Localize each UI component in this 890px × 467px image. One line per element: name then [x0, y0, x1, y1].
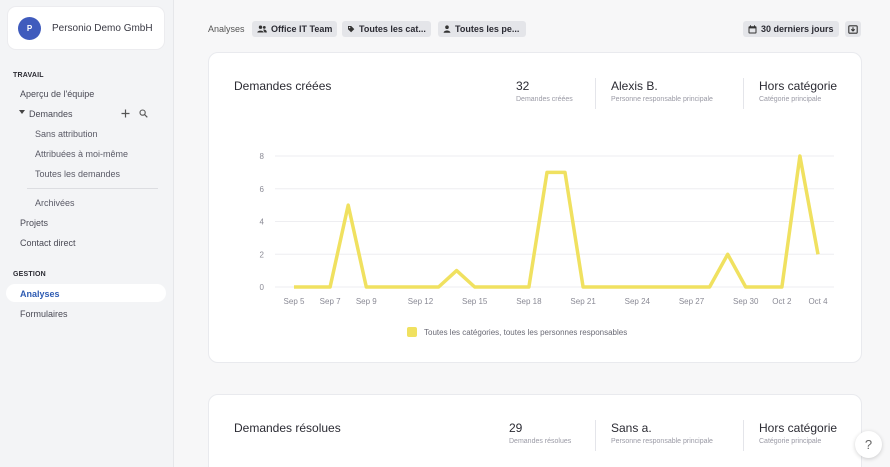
stat-value: Hors catégorie [759, 421, 838, 435]
export-button[interactable] [845, 21, 861, 37]
section-label-management: GESTION [13, 271, 46, 278]
x-tick-label: Sep 18 [516, 297, 542, 306]
team-icon [257, 25, 267, 33]
stat-value: Hors catégorie [759, 79, 838, 93]
stat-separator [743, 78, 744, 109]
nav-projects[interactable]: Projets [20, 218, 49, 228]
stat-requests-created: 32 Demandes créées [516, 79, 573, 103]
stat-separator [595, 420, 596, 451]
stat-value: Alexis B. [611, 79, 658, 93]
caret-down-icon[interactable] [19, 110, 25, 114]
x-tick-label: Oct 4 [808, 297, 828, 306]
stat-requests-resolved: 29 Demandes résolues [509, 421, 571, 445]
category-filter-label: Toutes les cat... [359, 24, 426, 34]
nav-direct-contact[interactable]: Contact direct [20, 238, 76, 248]
divider [27, 188, 158, 189]
x-tick-label: Oct 2 [772, 297, 792, 306]
x-tick-label: Sep 7 [320, 297, 341, 306]
card-title: Demandes créées [234, 79, 332, 93]
org-avatar: P [18, 16, 41, 40]
nav-requests[interactable]: Demandes [29, 109, 73, 119]
sidebar: P Personio Demo GmbH TRAVAIL Aperçu de l… [0, 0, 174, 467]
nav-assigned-to-me[interactable]: Attribuées à moi-même [35, 149, 129, 159]
nav-team-overview[interactable]: Aperçu de l'équipe [20, 89, 95, 99]
export-icon [848, 24, 858, 34]
stat-label: Demandes résolues [509, 438, 572, 445]
team-filter-chip[interactable]: Office IT Team [252, 21, 338, 37]
y-tick-label: 4 [260, 218, 265, 227]
org-name: Personio Demo GmbH [52, 22, 153, 34]
org-switcher[interactable]: P Personio Demo GmbH [8, 7, 164, 49]
legend-swatch [407, 327, 417, 337]
calendar-icon [748, 24, 757, 33]
y-tick-label: 0 [260, 283, 265, 292]
nav-unassigned[interactable]: Sans attribution [35, 129, 98, 139]
stat-main-category: Hors catégorie Catégorie principale [759, 79, 837, 103]
tag-icon [348, 26, 355, 33]
nav-analytics[interactable] [6, 284, 166, 302]
stat-label: Personne responsable principale [611, 438, 713, 445]
stat-label: Catégorie principale [759, 438, 822, 445]
card-title: Demandes résolues [234, 421, 341, 435]
add-request-icon[interactable] [121, 109, 130, 118]
x-tick-label: Sep 5 [284, 297, 305, 306]
person-filter-chip[interactable]: Toutes les pe... [438, 21, 526, 37]
series-line [294, 154, 820, 289]
legend-label: Toutes les catégories, toutes les person… [424, 327, 628, 337]
stat-value: Sans a. [611, 421, 652, 435]
stat-main-category: Hors catégorie Catégorie principale [759, 421, 837, 445]
category-filter-chip[interactable]: Toutes les cat... [342, 21, 431, 37]
nav-analytics-label: Analyses [20, 289, 60, 299]
stat-label: Catégorie principale [759, 96, 822, 103]
date-range-chip[interactable]: 30 derniers jours [743, 21, 839, 37]
x-tick-label: Sep 30 [733, 297, 759, 306]
stat-label: Personne responsable principale [611, 96, 713, 103]
stat-value: 32 [516, 79, 530, 93]
person-icon [443, 25, 451, 33]
page-title: Analyses [208, 24, 245, 34]
nav-all-requests[interactable]: Toutes les demandes [35, 169, 121, 179]
requests-resolved-card: Demandes résolues 29 Demandes résolues S… [208, 394, 862, 467]
x-tick-label: Sep 24 [625, 297, 651, 306]
stat-value: 29 [509, 421, 523, 435]
stat-main-responsible: Sans a. Personne responsable principale [611, 421, 713, 445]
x-tick-label: Sep 27 [679, 297, 705, 306]
help-button[interactable]: ? [855, 431, 882, 458]
date-range-label: 30 derniers jours [761, 24, 834, 34]
stat-label: Demandes créées [516, 96, 573, 103]
requests-created-card: Demandes créées 32 Demandes créées Alexi… [208, 52, 862, 363]
x-tick-label: Sep 15 [462, 297, 488, 306]
x-tick-label: Sep 21 [570, 297, 596, 306]
stat-main-responsible: Alexis B. Personne responsable principal… [611, 79, 713, 103]
nav-forms[interactable]: Formulaires [20, 309, 68, 319]
y-tick-label: 8 [260, 152, 265, 161]
x-tick-label: Sep 9 [356, 297, 377, 306]
stat-separator [595, 78, 596, 109]
nav-archived[interactable]: Archivées [35, 198, 75, 208]
x-tick-label: Sep 12 [408, 297, 434, 306]
stat-separator [743, 420, 744, 451]
section-label-work: TRAVAIL [13, 72, 44, 79]
chart-legend: Toutes les catégories, toutes les person… [407, 327, 627, 337]
y-tick-label: 6 [260, 185, 265, 194]
search-icon[interactable] [139, 109, 148, 118]
team-filter-label: Office IT Team [271, 24, 333, 34]
requests-created-chart: 0 2 4 6 8 Sep 5 Sep 7 Sep 9 Sep 12 Sep 15 Sep 18 Se… [260, 152, 834, 306]
person-filter-label: Toutes les pe... [455, 24, 520, 34]
y-tick-label: 2 [260, 250, 265, 259]
